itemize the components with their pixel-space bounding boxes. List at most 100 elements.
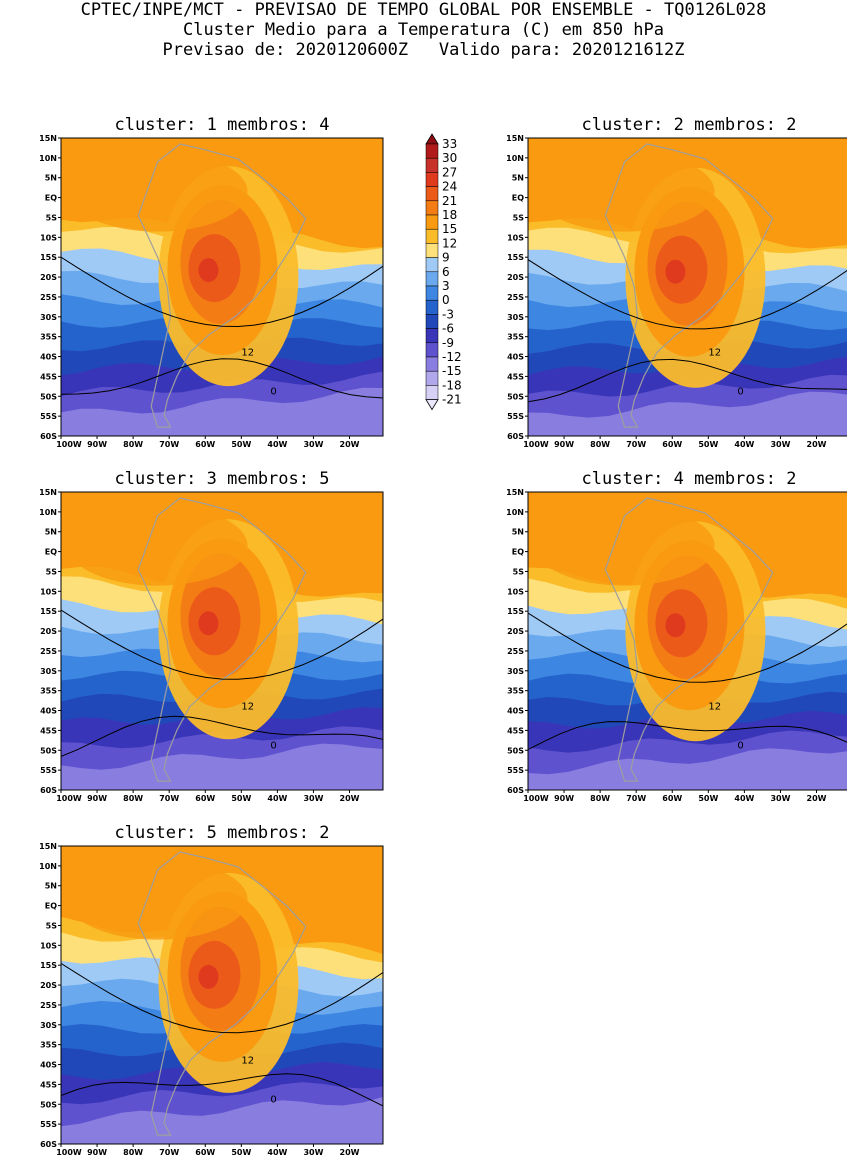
panel-title: cluster: 5 membros: 2 <box>115 823 330 843</box>
legend-level-label: -18 <box>442 378 462 392</box>
lon-label: 20W <box>807 794 827 803</box>
contour-0 <box>61 715 383 757</box>
map-panel-2: 12 0 cluster: 2 membros: 2 15N 10N 5N EQ 5S 10S 1… <box>506 115 847 449</box>
header-title: CPTEC/INPE/MCT - PREVISAO DE TEMPO GLOBA… <box>80 0 767 20</box>
lat-label: 5S <box>46 567 58 576</box>
coastline <box>604 497 774 782</box>
lat-label: 5S <box>46 213 58 222</box>
legend-level-label: -21 <box>442 393 462 407</box>
map-panel-3: 12 0 cluster: 3 membros: 5 15N 10N 5N EQ 5S 10S 1… <box>39 469 384 803</box>
lat-label: 15N <box>506 134 524 143</box>
legend-swatch <box>425 243 439 258</box>
lon-label: 20W <box>340 440 360 449</box>
lat-label: 35S <box>507 687 524 696</box>
contour-label-12: 12 <box>241 702 254 713</box>
contour-label-0: 0 <box>737 740 743 751</box>
contour-label-12: 12 <box>708 348 721 359</box>
legend-level-label: 0 <box>442 293 450 307</box>
contour-label-0: 0 <box>737 386 743 397</box>
map-frame <box>60 491 384 791</box>
legend-level-label: 3 <box>442 279 450 293</box>
lon-label: 100W <box>523 794 549 803</box>
coastline <box>137 497 307 782</box>
lat-label: 5N <box>512 528 524 537</box>
legend-swatch <box>425 314 439 329</box>
lat-label: 30S <box>40 667 57 676</box>
lon-label: 80W <box>590 440 610 449</box>
map-frame <box>527 491 847 791</box>
lon-label: 80W <box>123 1148 143 1157</box>
contour-0 <box>61 358 383 399</box>
lat-label: 55S <box>40 1120 57 1129</box>
lon-label: 100W <box>56 1148 82 1157</box>
legend-level-label: 21 <box>442 194 457 208</box>
lon-label: 20W <box>340 1148 360 1157</box>
lat-label: 20S <box>40 981 57 990</box>
legend-level-label: -9 <box>442 336 454 350</box>
lat-label: 30S <box>507 667 524 676</box>
lat-label: 5N <box>45 174 57 183</box>
legend-arrow-top <box>425 133 439 145</box>
lat-label: 40S <box>40 353 57 362</box>
lat-label: 40S <box>507 707 524 716</box>
lat-label: 10S <box>40 233 57 242</box>
temperature-field: 12 0 <box>61 138 383 436</box>
legend-swatch <box>425 143 439 159</box>
lat-label: 40S <box>40 1061 57 1070</box>
lat-label: 25S <box>40 1001 57 1010</box>
lat-label: 55S <box>40 766 57 775</box>
lon-label: 30W <box>303 440 323 449</box>
temperature-field: 12 0 <box>61 846 383 1144</box>
contour-12 <box>61 609 383 680</box>
temperature-field: 12 0 <box>61 492 383 790</box>
lat-label: 5N <box>45 882 57 891</box>
lon-label: 40W <box>267 440 287 449</box>
contour-label-12: 12 <box>241 1056 254 1067</box>
contour-label-0: 0 <box>270 386 276 397</box>
lat-label: 60S <box>507 786 524 795</box>
lat-label: 35S <box>40 333 57 342</box>
lat-label: 45S <box>507 372 524 381</box>
contour-0 <box>528 358 847 403</box>
lon-label: 100W <box>56 440 82 449</box>
lat-label: 10S <box>40 587 57 596</box>
lat-label: 60S <box>40 786 57 795</box>
lat-label: 30S <box>40 1021 57 1030</box>
lat-label: 60S <box>507 432 524 441</box>
lat-label: 10S <box>507 233 524 242</box>
lat-label: 15S <box>40 961 57 970</box>
lat-label: 50S <box>40 392 57 401</box>
lon-label: 70W <box>159 794 179 803</box>
legend-level-label: -12 <box>442 350 462 364</box>
lat-label: 5N <box>512 174 524 183</box>
lat-label: 20S <box>507 627 524 636</box>
legend-swatch <box>425 285 439 301</box>
legend-level-label: 12 <box>442 236 457 250</box>
lon-label: 50W <box>698 440 718 449</box>
legend-swatch <box>425 228 439 244</box>
legend-swatch <box>425 214 439 230</box>
lon-label: 100W <box>523 440 549 449</box>
lat-label: 10N <box>39 862 57 871</box>
contour-label-0: 0 <box>270 740 276 751</box>
lat-label: 25S <box>40 293 57 302</box>
lat-label: 20S <box>40 273 57 282</box>
legend-level-label: 9 <box>442 251 450 265</box>
lat-label: EQ <box>512 548 524 557</box>
map-panel-1: 12 0 cluster: 1 membros: 4 15N 10N 5N EQ 5S 10S 1… <box>39 115 384 449</box>
contour-label-0: 0 <box>270 1094 276 1105</box>
map-panel-5: 12 0 cluster: 5 membros: 2 15N 10N 5N EQ 5S 10S 1… <box>39 823 384 1157</box>
lat-label: 15N <box>39 488 57 497</box>
lat-label: 10N <box>506 154 524 163</box>
temperature-field: 12 0 <box>528 138 847 436</box>
legend-level-label: -15 <box>442 364 462 378</box>
lon-label: 30W <box>770 794 790 803</box>
lon-label: 30W <box>303 1148 323 1157</box>
lat-label: 60S <box>40 1140 57 1149</box>
lon-label: 60W <box>195 1148 215 1157</box>
lon-label: 40W <box>267 1148 287 1157</box>
lon-label: 80W <box>123 794 143 803</box>
legend-level-label: -3 <box>442 307 454 321</box>
